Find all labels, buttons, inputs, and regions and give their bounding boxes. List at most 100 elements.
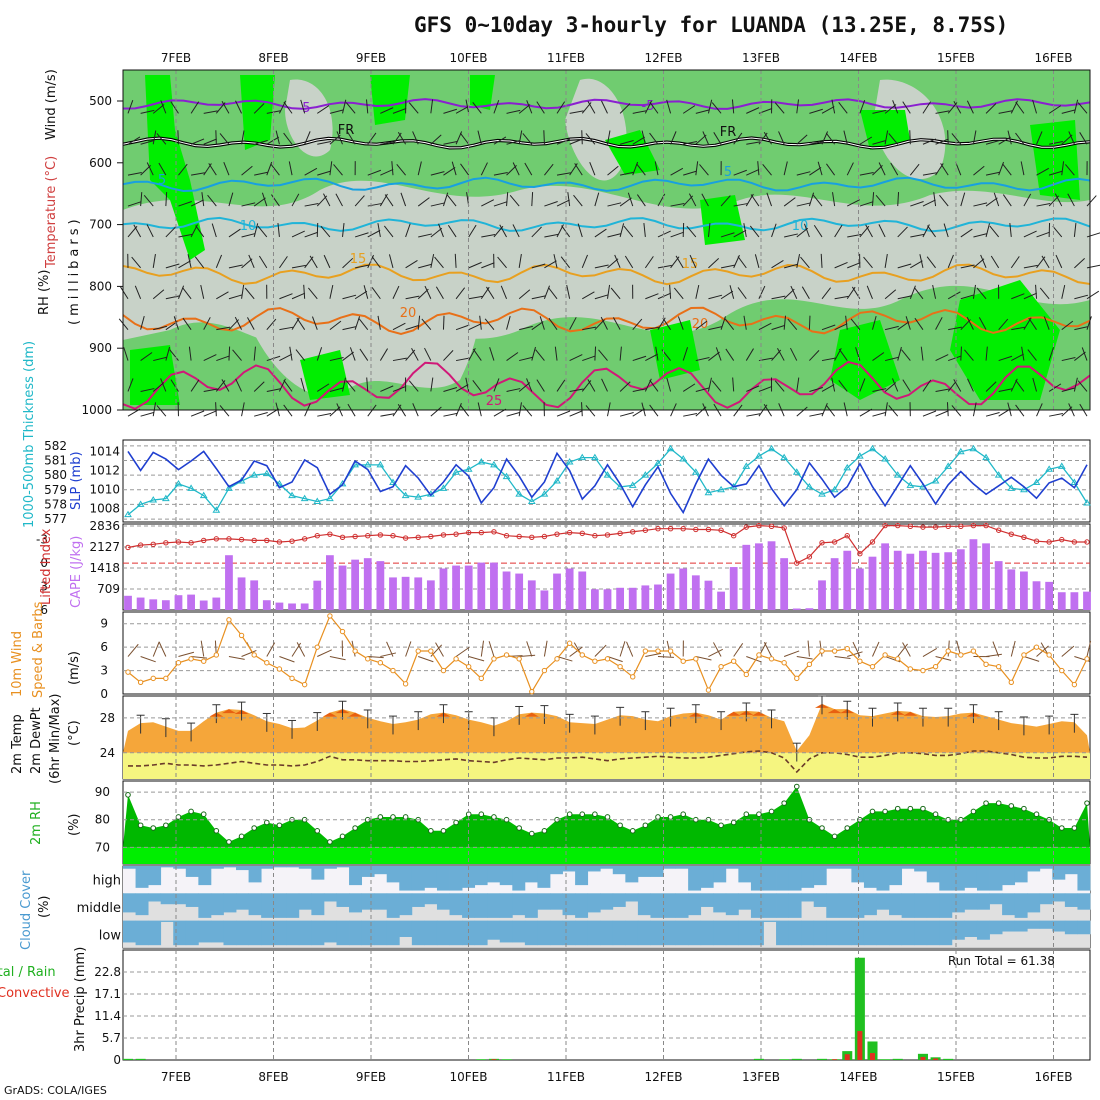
cape-bar xyxy=(540,590,549,610)
wind-barb xyxy=(947,291,961,300)
wind10m-barb xyxy=(1010,640,1016,657)
thickness-point xyxy=(792,468,801,475)
cloud-cell xyxy=(449,920,463,946)
wind-barb xyxy=(1011,353,1024,362)
wind-speed-point xyxy=(516,656,522,662)
wind-speed-point xyxy=(642,648,649,654)
cloud-cell xyxy=(625,893,639,902)
wind10m-barb xyxy=(435,642,444,657)
cloud-cell xyxy=(449,893,463,916)
cloud-cell xyxy=(575,866,589,886)
cloud-cell xyxy=(323,866,337,869)
cape-bar xyxy=(767,541,776,610)
wind-barb xyxy=(526,378,533,392)
wind-barb xyxy=(803,223,810,238)
wind-barb xyxy=(763,132,772,145)
cloud-cell xyxy=(675,893,689,918)
wind-speed-point xyxy=(781,660,787,666)
wind-barb xyxy=(160,100,167,114)
wind-barb xyxy=(922,199,936,207)
wind-barb xyxy=(677,316,684,330)
wind-barb xyxy=(1086,290,1100,300)
wind10m-barb xyxy=(733,643,744,657)
wind10m-barb xyxy=(266,642,276,657)
wind-barb xyxy=(188,346,192,361)
wind-barb xyxy=(1079,132,1088,145)
wind-barb xyxy=(582,326,597,331)
wind-barb xyxy=(526,100,533,114)
top-date-label: 14FEB xyxy=(840,51,878,65)
wind-barb xyxy=(123,347,129,361)
wind-barb xyxy=(707,377,712,392)
thickness-point xyxy=(225,484,233,491)
wind-barb xyxy=(424,347,432,361)
cape-bar xyxy=(1045,581,1054,610)
li-point xyxy=(327,531,333,537)
cloud-row-label: middle xyxy=(77,901,121,916)
cloud-cell xyxy=(311,920,325,946)
wind-barb xyxy=(649,379,659,392)
rh-point xyxy=(970,808,977,815)
thickness-point xyxy=(906,481,915,488)
thickness-point xyxy=(691,468,700,475)
wind-barb xyxy=(884,289,897,300)
wind-barb xyxy=(380,385,394,392)
wind10m-barb xyxy=(763,642,772,657)
wind-speed-point xyxy=(566,640,573,646)
wind-barb xyxy=(219,405,230,417)
li-point xyxy=(301,536,308,542)
wind10m-barb xyxy=(380,652,397,658)
cape-bar xyxy=(780,558,789,610)
wind-speed-point xyxy=(163,675,169,682)
wind-barb xyxy=(443,350,454,361)
wind10m-barb xyxy=(569,646,583,657)
rh-point xyxy=(1021,805,1027,812)
wind-barb xyxy=(207,194,217,207)
rh-point xyxy=(390,814,396,820)
wind-barb xyxy=(1061,284,1066,299)
wind-barb xyxy=(472,380,482,392)
wind-speed-point xyxy=(680,658,686,664)
slp-tick: 1008 xyxy=(89,502,120,516)
wind-barb xyxy=(1002,163,1012,176)
rh-point xyxy=(781,800,787,806)
wind-barb xyxy=(531,226,542,238)
cloud-cell xyxy=(336,866,350,868)
wind-barb xyxy=(446,194,457,207)
wind10m-barb xyxy=(708,648,723,657)
wind-barb xyxy=(695,356,710,362)
cloud-cell xyxy=(738,920,752,946)
wind-barb xyxy=(367,229,381,238)
li-point xyxy=(428,533,434,540)
wind-barb xyxy=(581,402,583,417)
wind-barb xyxy=(1055,254,1063,269)
cloud-cell xyxy=(210,893,224,916)
wind10m-barb xyxy=(556,656,573,662)
wind-barb xyxy=(232,349,242,361)
bottom-date-label: 9FEB xyxy=(356,1070,386,1084)
chart-title: GFS 0~10day 3-hourly for LUANDA (13.25E,… xyxy=(414,13,1008,37)
wind-barb xyxy=(392,357,407,362)
wind-barb xyxy=(897,263,912,269)
cape-bar xyxy=(868,556,877,610)
cloud-cell xyxy=(537,920,551,946)
wind10m-barb xyxy=(178,651,195,657)
wind-barb xyxy=(1032,377,1038,392)
wind-barb xyxy=(796,134,808,145)
wind-barb xyxy=(1061,320,1074,331)
wind-barb xyxy=(405,223,411,238)
wind-barb xyxy=(619,197,632,207)
wind-barb xyxy=(228,228,241,238)
wind10m-barb xyxy=(666,640,672,657)
li-point xyxy=(478,529,485,536)
wind-barb xyxy=(746,413,761,417)
wind-speed-point xyxy=(667,648,674,654)
wind10m-barb xyxy=(127,643,139,657)
cape-bar xyxy=(250,580,259,610)
precip-total-bar xyxy=(476,1059,487,1060)
li-point xyxy=(642,527,649,533)
wind-barb xyxy=(468,261,482,269)
cloud-cell xyxy=(813,893,827,907)
wind-barb xyxy=(333,164,343,176)
wind-barb xyxy=(972,402,977,417)
